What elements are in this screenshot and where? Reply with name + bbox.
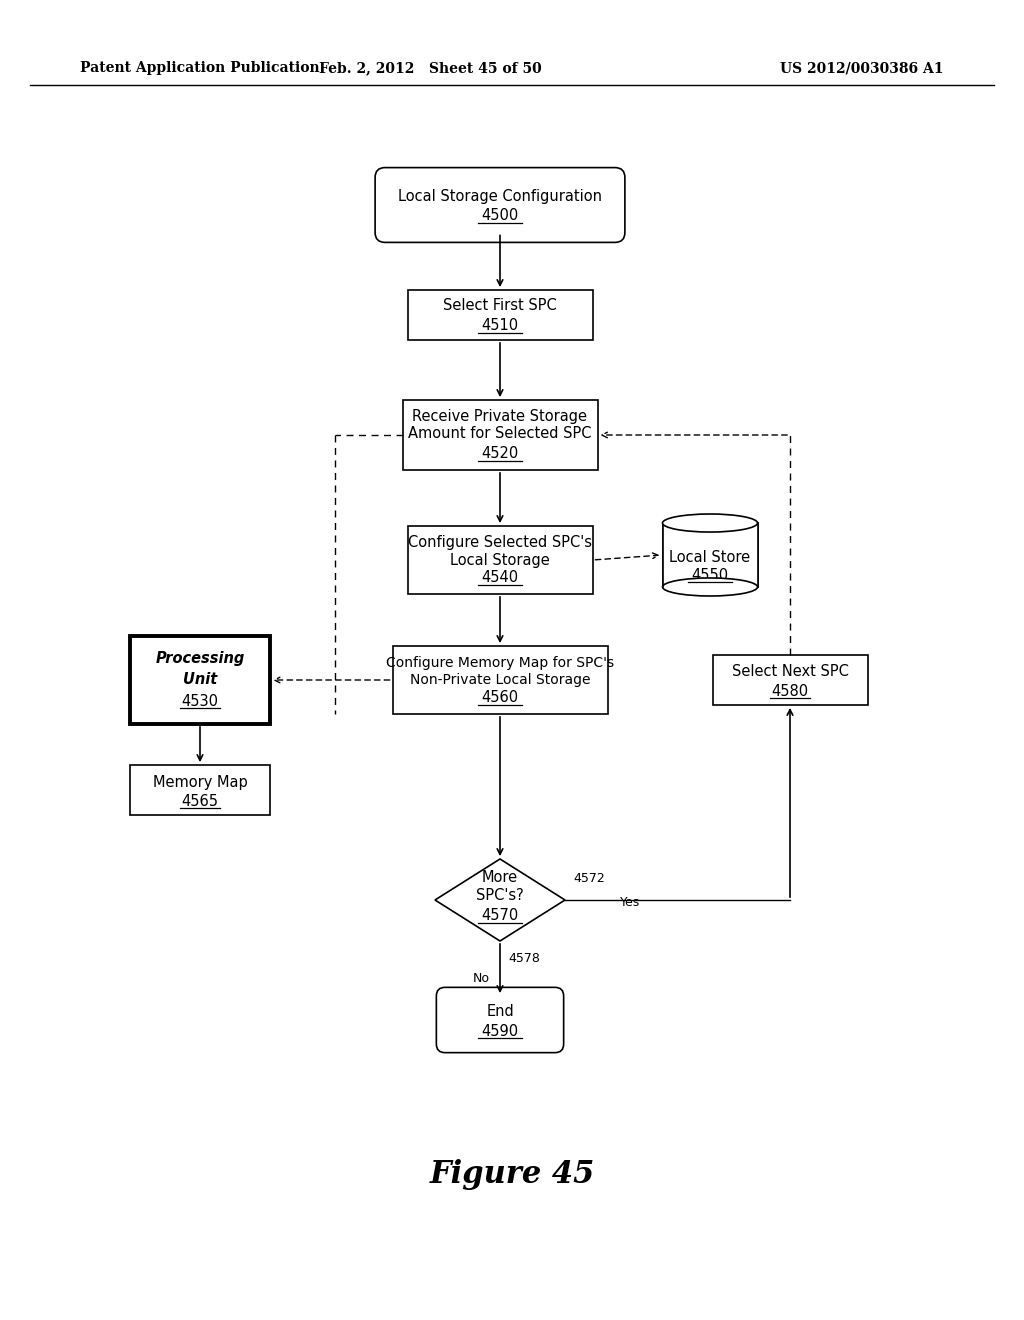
Text: Amount for Selected SPC: Amount for Selected SPC <box>409 426 592 441</box>
Bar <box>130 766 270 814</box>
FancyBboxPatch shape <box>375 168 625 243</box>
Bar <box>408 290 593 341</box>
Text: More: More <box>482 870 518 886</box>
Bar <box>402 400 597 470</box>
Text: Receive Private Storage: Receive Private Storage <box>413 409 588 425</box>
Text: Unit: Unit <box>183 672 217 688</box>
Text: 4550: 4550 <box>691 568 728 582</box>
Text: 4510: 4510 <box>481 318 518 334</box>
Text: 4572: 4572 <box>573 871 605 884</box>
Text: Local Store: Local Store <box>670 549 751 565</box>
Text: 4530: 4530 <box>181 693 218 709</box>
Text: Yes: Yes <box>620 895 640 908</box>
Ellipse shape <box>663 578 758 597</box>
Text: Non-Private Local Storage: Non-Private Local Storage <box>410 673 590 686</box>
Text: 4590: 4590 <box>481 1023 518 1039</box>
Polygon shape <box>435 859 565 941</box>
Text: 4500: 4500 <box>481 209 518 223</box>
Text: Local Storage: Local Storage <box>451 553 550 568</box>
Text: Select First SPC: Select First SPC <box>443 298 557 314</box>
Ellipse shape <box>663 513 758 532</box>
FancyBboxPatch shape <box>436 987 563 1052</box>
Text: US 2012/0030386 A1: US 2012/0030386 A1 <box>780 61 943 75</box>
Bar <box>663 513 758 587</box>
Text: SPC's?: SPC's? <box>476 888 524 903</box>
Text: Select Next SPC: Select Next SPC <box>731 664 849 678</box>
Text: Memory Map: Memory Map <box>153 775 248 789</box>
Text: Configure Selected SPC's: Configure Selected SPC's <box>408 536 592 550</box>
Text: 4565: 4565 <box>181 793 218 808</box>
Text: Processing: Processing <box>156 651 245 665</box>
Bar <box>713 655 867 705</box>
Text: 4560: 4560 <box>481 690 518 705</box>
Text: 4578: 4578 <box>508 953 540 965</box>
Text: Feb. 2, 2012   Sheet 45 of 50: Feb. 2, 2012 Sheet 45 of 50 <box>318 61 542 75</box>
Text: 4540: 4540 <box>481 570 518 586</box>
Text: Figure 45: Figure 45 <box>429 1159 595 1191</box>
Text: Patent Application Publication: Patent Application Publication <box>80 61 319 75</box>
Bar <box>130 636 270 723</box>
Bar <box>408 525 593 594</box>
Text: 4520: 4520 <box>481 446 518 462</box>
Text: 4570: 4570 <box>481 908 518 924</box>
Text: Configure Memory Map for SPC's: Configure Memory Map for SPC's <box>386 656 614 671</box>
Text: 4580: 4580 <box>771 684 809 698</box>
Text: End: End <box>486 1005 514 1019</box>
Text: Local Storage Configuration: Local Storage Configuration <box>398 189 602 203</box>
Text: No: No <box>473 973 490 986</box>
Bar <box>392 645 607 714</box>
